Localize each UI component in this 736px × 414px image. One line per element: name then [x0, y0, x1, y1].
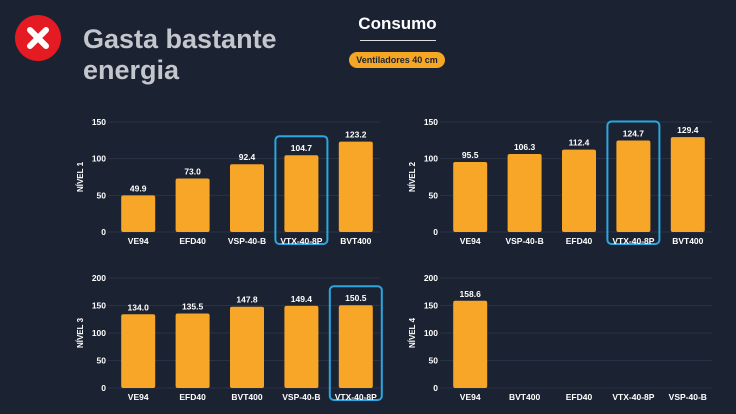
x-tick-label: VSP-40-B: [669, 392, 707, 402]
y-axis-label: NÍVEL 1: [76, 161, 85, 192]
x-tick-label: VTX-40-8P: [612, 236, 654, 246]
y-axis-label: NÍVEL 4: [408, 317, 417, 348]
data-label: 150.5: [345, 293, 367, 303]
data-label: 158.6: [460, 289, 482, 299]
bar: [121, 314, 156, 388]
highlight-box: [274, 135, 329, 245]
y-tick-label: 0: [433, 227, 438, 237]
data-label: 129.4: [677, 125, 699, 135]
data-label: 123.2: [345, 130, 367, 140]
y-tick-label: 150: [92, 301, 106, 311]
x-tick-label: BVT400: [509, 392, 540, 402]
y-tick-label: 50: [97, 356, 107, 366]
bar: [453, 300, 488, 388]
x-tick-label: EFD40: [566, 236, 593, 246]
bar: [616, 140, 651, 232]
y-tick-label: 100: [92, 328, 106, 338]
bar: [338, 141, 373, 232]
bar: [562, 149, 596, 232]
x-tick-label: VTX-40-8P: [335, 392, 377, 402]
data-label: 149.4: [291, 294, 313, 304]
title-line-1: Gasta bastante: [83, 24, 277, 54]
y-tick-label: 200: [424, 273, 438, 283]
category-badge: Ventiladores 40 cm: [349, 52, 445, 68]
x-tick-label: VTX-40-8P: [280, 236, 322, 246]
highlight-box: [328, 285, 383, 402]
highlight-box: [606, 120, 661, 245]
x-tick-label: EFD40: [179, 236, 206, 246]
x-tick-label: VE94: [128, 392, 149, 402]
bar: [670, 137, 705, 232]
data-label: 92.4: [239, 152, 256, 162]
y-tick-label: 150: [424, 117, 438, 127]
bar: [453, 161, 488, 232]
y-tick-label: 100: [424, 154, 438, 164]
bar: [121, 195, 156, 232]
bar: [338, 305, 373, 388]
y-tick-label: 150: [424, 301, 438, 311]
data-label: 95.5: [462, 150, 479, 160]
y-tick-label: 200: [92, 273, 106, 283]
y-tick-label: 50: [429, 190, 439, 200]
y-tick-label: 150: [92, 117, 106, 127]
bar: [284, 155, 319, 232]
y-tick-label: 100: [424, 328, 438, 338]
bar: [230, 164, 264, 232]
x-tick-label: VSP-40-B: [505, 236, 543, 246]
section-heading: Consumo: [358, 14, 437, 33]
page-title: Gasta bastante energia: [83, 24, 277, 86]
bar: [284, 305, 319, 388]
title-line-2: energia: [83, 55, 180, 85]
bar: [230, 306, 264, 388]
data-label: 124.7: [623, 129, 645, 139]
x-tick-label: EFD40: [179, 392, 206, 402]
x-tick-label: VE94: [460, 392, 481, 402]
x-tick-label: VSP-40-B: [282, 392, 320, 402]
data-label: 73.0: [184, 166, 201, 176]
bar: [175, 313, 210, 388]
bar: [507, 154, 542, 232]
x-tick-label: BVT400: [340, 236, 371, 246]
y-tick-label: 0: [433, 383, 438, 393]
x-tick-label: VTX-40-8P: [612, 392, 654, 402]
x-tick-label: VE94: [460, 236, 481, 246]
data-label: 49.9: [130, 183, 147, 193]
data-label: 104.7: [291, 143, 313, 153]
data-label: 147.8: [236, 295, 258, 305]
bar: [175, 178, 210, 232]
x-tick-label: BVT400: [231, 392, 262, 402]
data-label: 112.4: [569, 138, 590, 148]
close-icon: [15, 15, 61, 61]
y-tick-label: 100: [92, 154, 106, 164]
x-tick-label: VSP-40-B: [228, 236, 266, 246]
x-tick-label: EFD40: [566, 392, 593, 402]
data-label: 106.3: [514, 142, 536, 152]
data-label: 135.5: [182, 301, 204, 311]
x-tick-label: VE94: [128, 236, 149, 246]
y-tick-label: 0: [101, 383, 106, 393]
y-tick-label: 0: [101, 227, 106, 237]
y-axis-label: NÍVEL 2: [408, 161, 417, 192]
data-label: 134.0: [128, 302, 150, 312]
y-tick-label: 50: [97, 190, 107, 200]
y-axis-label: NÍVEL 3: [76, 317, 85, 348]
y-tick-label: 50: [429, 356, 439, 366]
x-tick-label: BVT400: [672, 236, 703, 246]
divider: [360, 40, 436, 41]
